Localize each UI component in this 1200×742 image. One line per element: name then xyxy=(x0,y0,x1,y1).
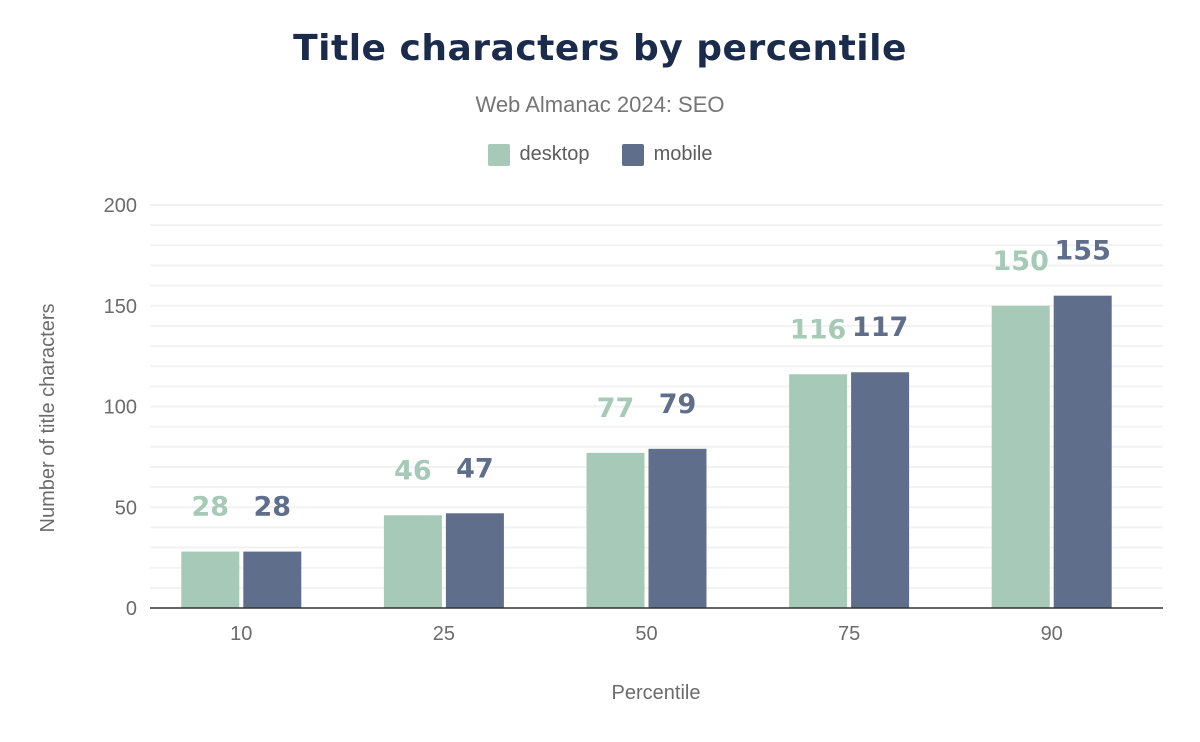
data-label-desktop-10: 28 xyxy=(192,492,230,523)
chart-subtitle: Web Almanac 2024: SEO xyxy=(475,92,725,117)
bar-desktop-25[interactable] xyxy=(383,515,442,608)
data-label-desktop-90: 150 xyxy=(993,246,1049,277)
bar-mobile-50[interactable] xyxy=(648,448,707,608)
bar-mobile-90[interactable] xyxy=(1053,295,1112,608)
x-axis-title: Percentile xyxy=(612,682,701,704)
y-axis-title: Number of title characters xyxy=(37,304,59,533)
x-tick-label: 10 xyxy=(230,623,252,645)
bar-desktop-50[interactable] xyxy=(586,452,645,608)
bar-desktop-10[interactable] xyxy=(181,551,240,608)
y-tick-label: 100 xyxy=(104,397,137,419)
y-tick-label: 200 xyxy=(104,195,137,217)
data-label-mobile-10: 28 xyxy=(254,492,292,523)
chart-title: Title characters by percentile xyxy=(293,28,907,69)
bar-desktop-90[interactable] xyxy=(991,305,1050,608)
x-tick-label: 90 xyxy=(1041,623,1063,645)
legend-swatch-mobile xyxy=(621,143,644,166)
data-label-mobile-50: 79 xyxy=(659,389,697,420)
y-tick-label: 0 xyxy=(126,598,137,620)
bar-mobile-25[interactable] xyxy=(445,513,504,608)
x-tick-label: 25 xyxy=(433,623,455,645)
bar-mobile-10[interactable] xyxy=(243,551,302,608)
bar-desktop-75[interactable] xyxy=(789,374,848,608)
data-label-desktop-25: 46 xyxy=(394,455,432,486)
data-label-mobile-90: 155 xyxy=(1055,236,1111,267)
data-label-desktop-50: 77 xyxy=(597,393,635,424)
x-tick-label: 75 xyxy=(838,623,860,645)
legend-item-desktop[interactable]: desktop xyxy=(487,143,590,166)
data-label-desktop-75: 116 xyxy=(790,314,846,345)
bar-mobile-75[interactable] xyxy=(851,372,910,608)
data-label-mobile-25: 47 xyxy=(456,453,494,484)
y-tick-label: 150 xyxy=(104,296,137,318)
legend-item-mobile[interactable]: mobile xyxy=(621,143,713,166)
x-tick-label: 50 xyxy=(635,623,657,645)
legend: desktop mobile xyxy=(0,143,1200,166)
legend-label-mobile: mobile xyxy=(653,143,713,165)
legend-label-desktop: desktop xyxy=(519,143,590,165)
data-label-mobile-75: 117 xyxy=(852,312,908,343)
y-tick-label: 50 xyxy=(115,497,137,519)
legend-swatch-desktop xyxy=(487,143,510,166)
